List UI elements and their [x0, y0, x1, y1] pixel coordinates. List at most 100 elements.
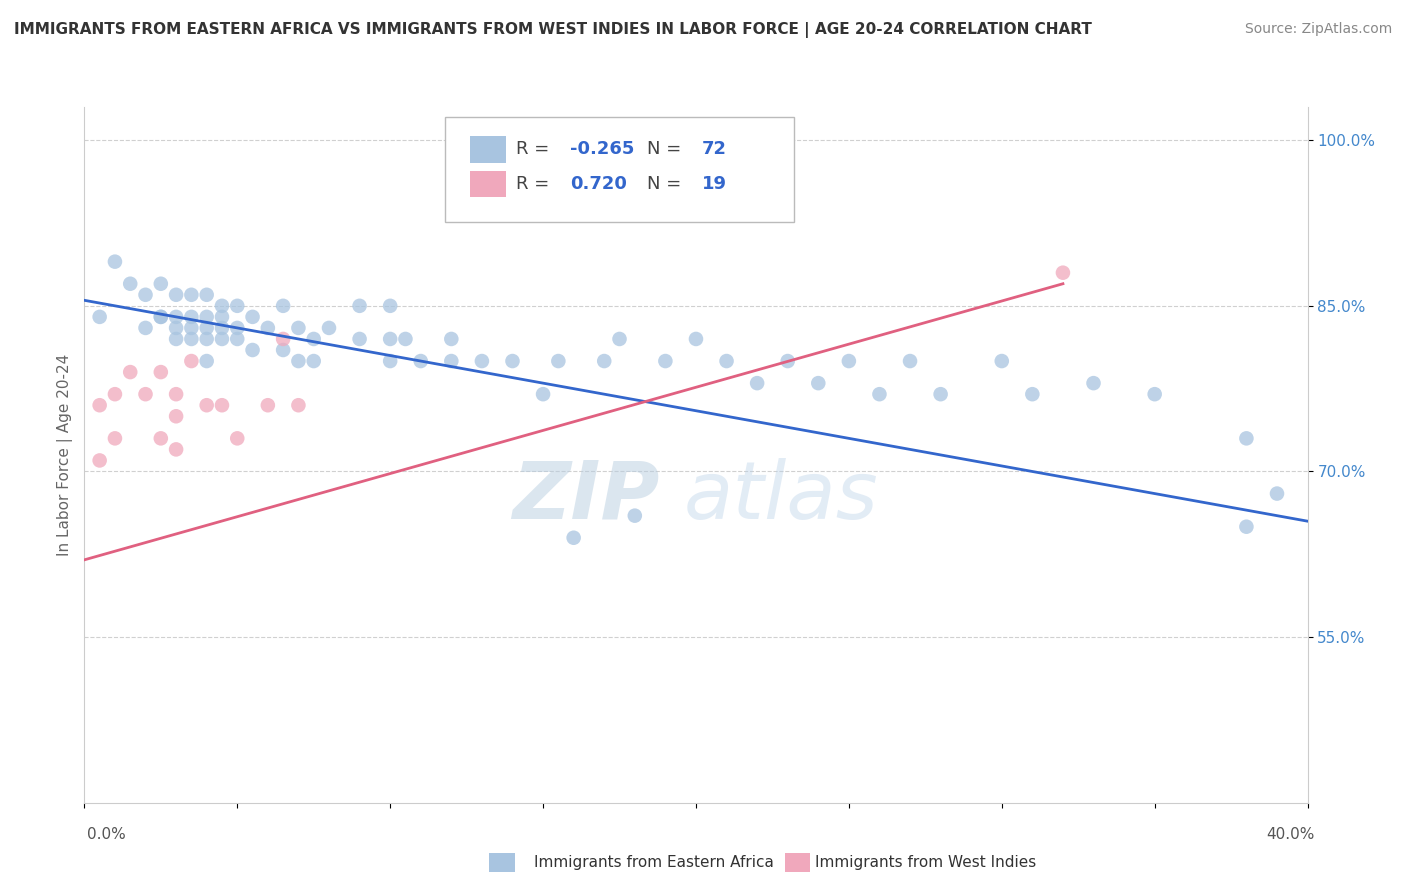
Text: Immigrants from West Indies: Immigrants from West Indies	[815, 855, 1036, 870]
Point	[211, 332, 233, 346]
Point	[104, 431, 127, 445]
Point	[929, 387, 952, 401]
Point	[531, 387, 554, 401]
Point	[898, 354, 921, 368]
Point	[838, 354, 860, 368]
Point	[104, 387, 127, 401]
Point	[180, 332, 202, 346]
Point	[165, 442, 187, 457]
Point	[195, 398, 218, 412]
Point	[165, 310, 187, 324]
Point	[149, 310, 172, 324]
Point	[211, 310, 233, 324]
Point	[180, 321, 202, 335]
Point	[1234, 519, 1257, 533]
Point	[135, 387, 157, 401]
Point	[149, 277, 172, 291]
Point	[89, 398, 111, 412]
Point	[807, 376, 830, 391]
Point	[89, 310, 111, 324]
Point	[195, 354, 218, 368]
Point	[1052, 266, 1074, 280]
Point	[1265, 486, 1288, 500]
Text: N =: N =	[647, 175, 688, 193]
Text: IMMIGRANTS FROM EASTERN AFRICA VS IMMIGRANTS FROM WEST INDIES IN LABOR FORCE | A: IMMIGRANTS FROM EASTERN AFRICA VS IMMIGR…	[14, 22, 1092, 38]
Text: 40.0%: 40.0%	[1267, 827, 1315, 841]
Point	[211, 299, 233, 313]
Text: 19: 19	[702, 175, 727, 193]
Point	[104, 254, 127, 268]
Text: R =: R =	[516, 175, 561, 193]
Point	[180, 310, 202, 324]
Point	[1083, 376, 1105, 391]
Point	[547, 354, 569, 368]
Point	[165, 387, 187, 401]
Point	[1234, 431, 1257, 445]
Point	[226, 431, 249, 445]
Point	[211, 398, 233, 412]
Point	[226, 332, 249, 346]
Point	[471, 354, 494, 368]
Point	[302, 332, 325, 346]
Point	[180, 354, 202, 368]
Point	[302, 354, 325, 368]
Point	[1021, 387, 1043, 401]
Point	[685, 332, 707, 346]
Text: Immigrants from Eastern Africa: Immigrants from Eastern Africa	[534, 855, 775, 870]
Point	[593, 354, 616, 368]
Point	[409, 354, 432, 368]
Point	[149, 365, 172, 379]
Text: 0.0%: 0.0%	[87, 827, 127, 841]
Point	[120, 277, 142, 291]
Point	[257, 321, 280, 335]
Text: 0.720: 0.720	[569, 175, 627, 193]
Point	[195, 332, 218, 346]
Text: ZIP: ZIP	[512, 458, 659, 536]
Point	[226, 299, 249, 313]
Point	[165, 332, 187, 346]
Point	[609, 332, 631, 346]
Text: 72: 72	[702, 140, 727, 158]
Point	[226, 321, 249, 335]
Point	[1143, 387, 1166, 401]
Point	[135, 321, 157, 335]
Text: R =: R =	[516, 140, 555, 158]
Point	[562, 531, 585, 545]
Point	[242, 343, 264, 357]
Point	[380, 299, 402, 313]
Point	[318, 321, 340, 335]
Point	[271, 343, 294, 357]
Point	[195, 287, 218, 301]
Text: Source: ZipAtlas.com: Source: ZipAtlas.com	[1244, 22, 1392, 37]
Point	[287, 354, 309, 368]
Point	[180, 287, 202, 301]
Point	[165, 287, 187, 301]
Point	[349, 299, 371, 313]
Point	[747, 376, 769, 391]
Point	[271, 299, 294, 313]
FancyBboxPatch shape	[470, 136, 506, 162]
Point	[165, 321, 187, 335]
Point	[991, 354, 1014, 368]
Point	[135, 287, 157, 301]
FancyBboxPatch shape	[446, 118, 794, 222]
Point	[89, 453, 111, 467]
Point	[120, 365, 142, 379]
Point	[287, 398, 309, 412]
Point	[654, 354, 676, 368]
Point	[380, 354, 402, 368]
Text: -0.265: -0.265	[569, 140, 634, 158]
Text: atlas: atlas	[683, 458, 879, 536]
Point	[257, 398, 280, 412]
Point	[394, 332, 416, 346]
Point	[287, 321, 309, 335]
Point	[776, 354, 799, 368]
Point	[624, 508, 647, 523]
Point	[165, 409, 187, 424]
Text: N =: N =	[647, 140, 688, 158]
Point	[149, 431, 172, 445]
Point	[440, 332, 463, 346]
Point	[349, 332, 371, 346]
Point	[502, 354, 524, 368]
Point	[380, 332, 402, 346]
